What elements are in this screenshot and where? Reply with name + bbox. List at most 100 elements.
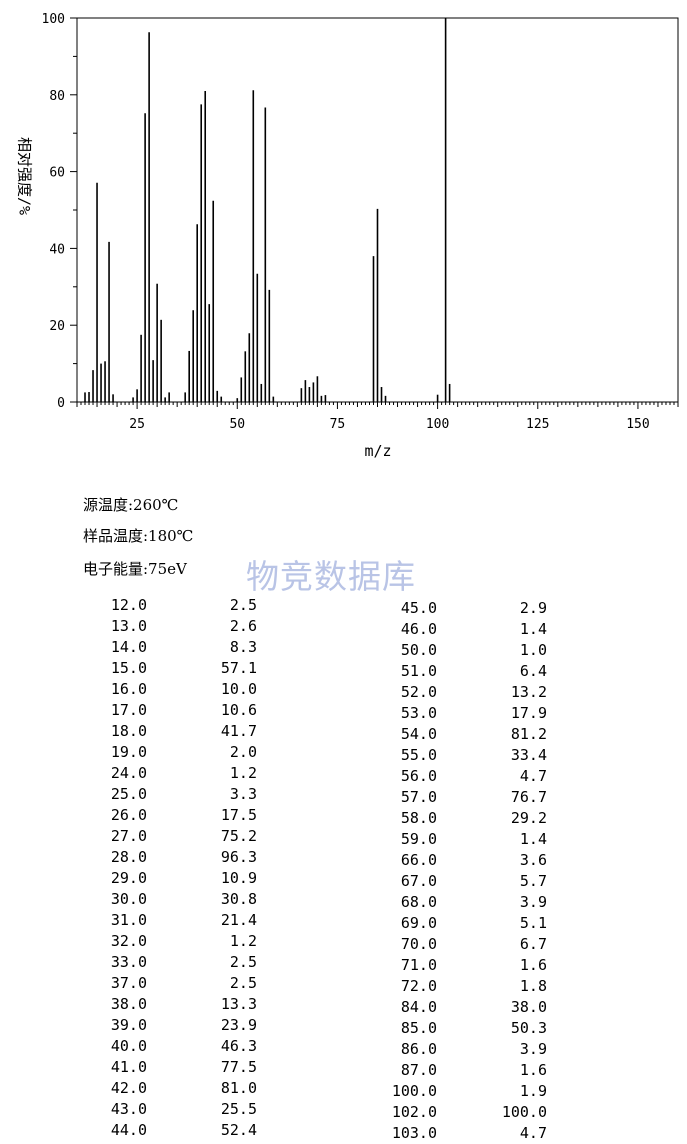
peak-mz: 15.0	[110, 659, 147, 677]
peak-mz: 56.0	[400, 767, 437, 785]
peak-mz: 50.0	[400, 641, 437, 659]
x-tick-label: 25	[129, 417, 145, 432]
peak-intensity: 2.9	[519, 599, 547, 617]
peak-intensity: 17.5	[220, 806, 257, 824]
peak-mz: 87.0	[400, 1061, 437, 1079]
x-tick-label: 50	[229, 417, 245, 432]
x-tick-label: 100	[426, 417, 449, 432]
x-tick-label: 75	[330, 417, 346, 432]
peak-mz: 16.0	[110, 680, 147, 698]
peak-mz: 45.0	[400, 599, 437, 617]
peak-mz: 100.0	[391, 1082, 437, 1100]
peak-intensity: 81.2	[510, 725, 547, 743]
peak-mz: 53.0	[400, 704, 437, 722]
peak-intensity: 3.3	[229, 785, 257, 803]
peak-intensity: 2.5	[229, 974, 257, 992]
peak-intensity: 38.0	[510, 998, 547, 1016]
peak-mz: 69.0	[400, 914, 437, 932]
peak-intensity: 3.9	[519, 893, 547, 911]
y-tick-label: 0	[57, 396, 65, 411]
peak-intensity: 77.5	[220, 1058, 257, 1076]
peak-mz: 55.0	[400, 746, 437, 764]
peak-mz: 39.0	[110, 1016, 147, 1034]
peak-mz: 71.0	[400, 956, 437, 974]
peak-mz: 68.0	[400, 893, 437, 911]
x-axis-label: m/z	[364, 442, 391, 460]
peak-mz: 25.0	[110, 785, 147, 803]
peak-intensity: 29.2	[510, 809, 547, 827]
peak-intensity: 1.4	[519, 620, 547, 638]
peak-intensity: 41.7	[220, 722, 257, 740]
peak-intensity: 1.4	[519, 830, 547, 848]
peak-intensity: 4.7	[519, 767, 547, 785]
peak-intensity: 46.3	[220, 1037, 257, 1055]
peak-intensity: 10.6	[220, 701, 257, 719]
peak-mz: 40.0	[110, 1037, 147, 1055]
peak-mz: 19.0	[110, 743, 147, 761]
peak-intensity: 2.5	[229, 953, 257, 971]
x-tick-label: 150	[626, 417, 649, 432]
peak-mz: 31.0	[110, 911, 147, 929]
peak-intensity: 1.6	[519, 1061, 547, 1079]
peak-mz: 59.0	[400, 830, 437, 848]
peak-mz: 12.0	[110, 596, 147, 614]
peak-mz: 86.0	[400, 1040, 437, 1058]
peak-intensity: 3.9	[519, 1040, 547, 1058]
peak-mz: 44.0	[110, 1121, 147, 1139]
y-tick-label: 100	[42, 12, 65, 27]
y-tick-label: 40	[49, 242, 65, 257]
peak-intensity: 30.8	[220, 890, 257, 908]
peak-intensity: 1.2	[229, 764, 257, 782]
chart-bars	[84, 18, 451, 402]
peak-mz: 67.0	[400, 872, 437, 890]
peak-intensity: 10.0	[220, 680, 257, 698]
y-axis-label: 相对强度/%	[16, 137, 34, 215]
peak-intensity: 81.0	[220, 1079, 257, 1097]
peak-intensity: 3.6	[519, 851, 547, 869]
peak-mz: 84.0	[400, 998, 437, 1016]
peak-mz: 51.0	[400, 662, 437, 680]
peak-mz: 54.0	[400, 725, 437, 743]
y-tick-label: 60	[49, 166, 65, 181]
peak-intensity: 2.0	[229, 743, 257, 761]
peak-intensity: 5.1	[519, 914, 547, 932]
peak-mz: 46.0	[400, 620, 437, 638]
peak-mz: 27.0	[110, 827, 147, 845]
electron-energy: 电子能量:75eV	[83, 560, 187, 578]
peak-mz: 32.0	[110, 932, 147, 950]
peak-intensity: 4.7	[519, 1124, 547, 1142]
peak-intensity: 23.9	[220, 1016, 257, 1034]
peak-mz: 85.0	[400, 1019, 437, 1037]
peak-intensity: 21.4	[220, 911, 257, 929]
peak-intensity: 6.7	[519, 935, 547, 953]
peak-intensity: 13.2	[510, 683, 547, 701]
peak-mz: 70.0	[400, 935, 437, 953]
peak-intensity: 8.3	[229, 638, 257, 656]
peak-intensity: 100.0	[501, 1103, 547, 1121]
peak-intensity: 2.5	[229, 596, 257, 614]
peak-intensity: 96.3	[220, 848, 257, 866]
peak-mz: 58.0	[400, 809, 437, 827]
peak-mz: 37.0	[110, 974, 147, 992]
peak-intensity: 75.2	[220, 827, 257, 845]
peak-mz: 103.0	[391, 1124, 437, 1142]
peak-intensity: 13.3	[220, 995, 257, 1013]
peak-mz: 13.0	[110, 617, 147, 635]
peak-intensity: 1.8	[519, 977, 547, 995]
peak-mz: 52.0	[400, 683, 437, 701]
peak-intensity: 76.7	[510, 788, 547, 806]
peak-intensity: 50.3	[510, 1019, 547, 1037]
peak-mz: 72.0	[400, 977, 437, 995]
peak-intensity: 10.9	[220, 869, 257, 887]
peak-intensity: 52.4	[220, 1121, 257, 1139]
x-tick-label: 125	[526, 417, 549, 432]
peak-intensity: 1.2	[229, 932, 257, 950]
peak-intensity: 2.6	[229, 617, 257, 635]
peak-intensity: 1.0	[519, 641, 547, 659]
y-tick-label: 80	[49, 89, 65, 104]
peak-mz: 43.0	[110, 1100, 147, 1118]
chart-axes: 25 50 75 100 125 150 0 20 40 60 80 100	[42, 12, 679, 432]
peak-mz: 29.0	[110, 869, 147, 887]
peak-intensity: 1.6	[519, 956, 547, 974]
peak-intensity: 17.9	[510, 704, 547, 722]
